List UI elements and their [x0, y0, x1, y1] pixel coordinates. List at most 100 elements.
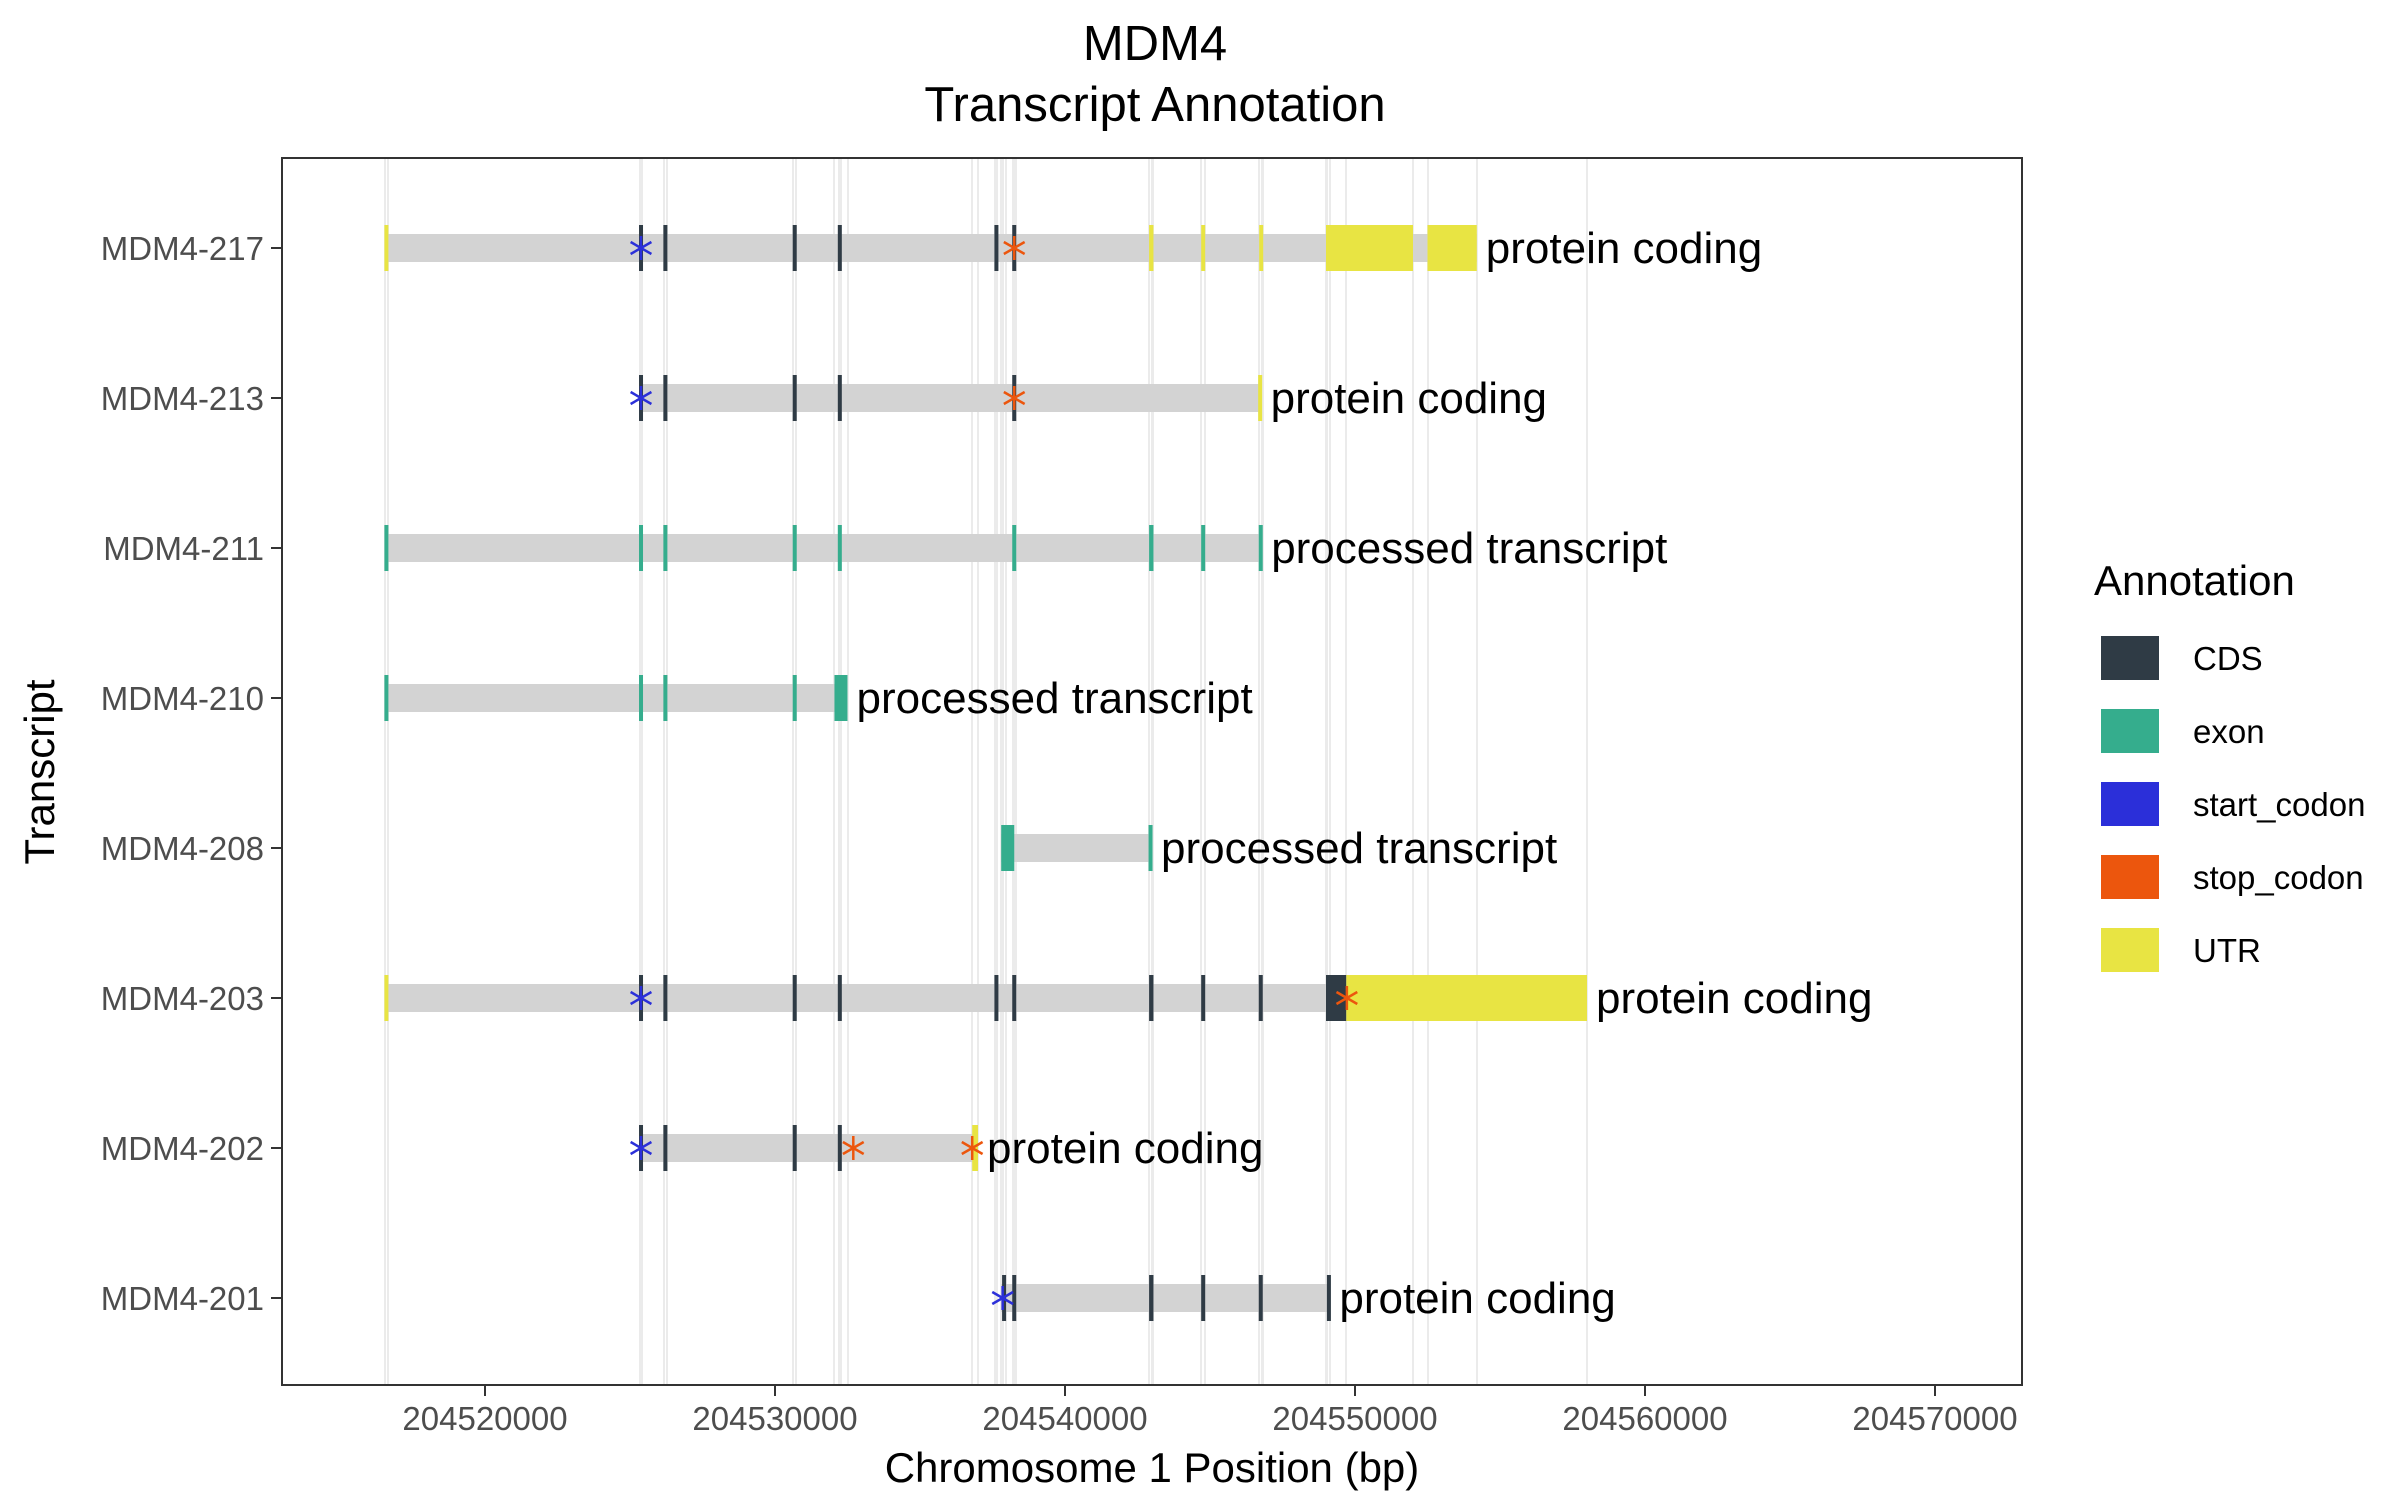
legend-label: UTR: [2193, 932, 2261, 969]
transcript-row: processed transcript: [1001, 824, 1557, 873]
start-codon-marker: [991, 1286, 1014, 1310]
y-tick-label: MDM4-202: [101, 1130, 264, 1167]
x-tick-label: 204570000: [1852, 1400, 2017, 1437]
legend-label: start_codon: [2193, 786, 2365, 823]
start-codon-marker: [630, 986, 653, 1010]
exon-block: [639, 675, 644, 721]
intron-bar: [386, 534, 1261, 562]
y-tick-label: MDM4-203: [101, 980, 264, 1017]
transcript-tracks: protein coding protein coding processed tr…: [384, 224, 1872, 1323]
exon-block: [792, 675, 797, 721]
x-tick-label: 204530000: [692, 1400, 857, 1437]
vertical-gridlines: [384, 158, 1588, 1385]
marker-stroke: [1003, 240, 1026, 256]
x-tick-label: 204520000: [402, 1400, 567, 1437]
cds-block: [792, 225, 797, 271]
start-codon-marker: [630, 236, 653, 260]
marker-stroke: [1335, 990, 1358, 1006]
exon-block: [1258, 525, 1263, 571]
transcript-biotype-label: protein coding: [1339, 1274, 1615, 1323]
marker-stroke: [630, 990, 653, 1006]
cds-block: [1149, 975, 1154, 1021]
y-tick-label: MDM4-213: [101, 380, 264, 417]
cds-block: [1326, 1275, 1331, 1321]
transcript-biotype-label: protein coding: [987, 1124, 1263, 1173]
cds-block: [1012, 975, 1017, 1021]
exon-block: [639, 525, 644, 571]
y-axis-title: Transcript: [16, 679, 63, 864]
legend-item: start_codon: [2101, 782, 2365, 826]
exon-block: [1001, 825, 1015, 871]
x-axis: 204520000 204530000 204540000 204550000 2045…: [402, 1385, 2018, 1437]
y-tick-label: MDM4-201: [101, 1280, 264, 1317]
cds-block: [837, 1125, 842, 1171]
cds-block: [663, 975, 668, 1021]
cds-block: [837, 225, 842, 271]
transcript-biotype-label: protein coding: [1596, 974, 1872, 1023]
y-tick-label: MDM4-210: [101, 680, 264, 717]
legend-title: Annotation: [2094, 557, 2295, 604]
cds-block: [1012, 1275, 1017, 1321]
marker-stroke: [630, 240, 653, 256]
cds-block: [663, 375, 668, 421]
start-codon-marker: [630, 1136, 653, 1160]
chart-title: MDM4 Transcript Annotation: [924, 17, 1385, 132]
transcript-biotype-label: processed transcript: [1271, 524, 1667, 573]
legend-swatch: [2101, 928, 2159, 972]
transcript-row: protein coding: [384, 974, 1872, 1023]
exon-block: [792, 525, 797, 571]
transcript-biotype-label: protein coding: [1486, 224, 1762, 273]
cds-block: [1201, 1275, 1206, 1321]
exon-block: [1149, 525, 1154, 571]
x-axis-title: Chromosome 1 Position (bp): [885, 1444, 1420, 1491]
cds-block: [994, 975, 999, 1021]
utr-block: [1259, 225, 1264, 271]
utr-block: [1201, 225, 1206, 271]
x-tick-label: 204540000: [982, 1400, 1147, 1437]
x-tick-label: 204560000: [1562, 1400, 1727, 1437]
stop-codon-marker: [1003, 386, 1026, 410]
cds-block: [1201, 975, 1206, 1021]
legend-swatch: [2101, 709, 2159, 753]
exon-block: [834, 675, 848, 721]
transcript-row: processed transcript: [384, 524, 1667, 573]
exon-block: [384, 675, 389, 721]
stop-codon-marker: [1003, 236, 1026, 260]
stop-codon-marker: [842, 1136, 865, 1160]
legend-label: CDS: [2193, 640, 2263, 677]
intron-bar: [1001, 834, 1152, 862]
marker-stroke: [961, 1140, 984, 1156]
cds-block: [994, 225, 999, 271]
exon-block: [837, 525, 842, 571]
intron-bar: [641, 384, 1261, 412]
exon-block: [384, 525, 389, 571]
y-axis: MDM4-217 MDM4-213 MDM4-211 MDM4-210 MDM4-208…: [101, 230, 282, 1317]
intron-bar: [1001, 1284, 1329, 1312]
transcript-biotype-label: processed transcript: [1161, 824, 1557, 873]
marker-stroke: [1003, 390, 1026, 406]
chart-title-line-2: Transcript Annotation: [924, 78, 1385, 132]
utr-block: [1326, 225, 1413, 271]
transcript-row: protein coding: [630, 1124, 1263, 1173]
stop-codon-marker: [1335, 986, 1358, 1010]
stop-codon-marker: [961, 1136, 984, 1160]
start-codon-marker: [630, 386, 653, 410]
transcript-row: protein coding: [630, 374, 1547, 423]
legend-item: exon: [2101, 709, 2265, 753]
y-tick-label: MDM4-211: [103, 530, 264, 567]
cds-block: [792, 375, 797, 421]
cds-block: [663, 225, 668, 271]
marker-stroke: [842, 1140, 865, 1156]
plot-panel-border: [281, 157, 2023, 1386]
legend-swatch: [2101, 782, 2159, 826]
cds-block: [663, 1125, 668, 1171]
intron-bar: [386, 684, 845, 712]
legend-label: stop_codon: [2193, 859, 2364, 896]
intron-bar: [386, 234, 1477, 262]
utr-block: [384, 975, 389, 1021]
cds-block: [837, 975, 842, 1021]
cds-block: [837, 375, 842, 421]
marker-stroke: [630, 1140, 653, 1156]
transcript-row: protein coding: [991, 1274, 1616, 1323]
